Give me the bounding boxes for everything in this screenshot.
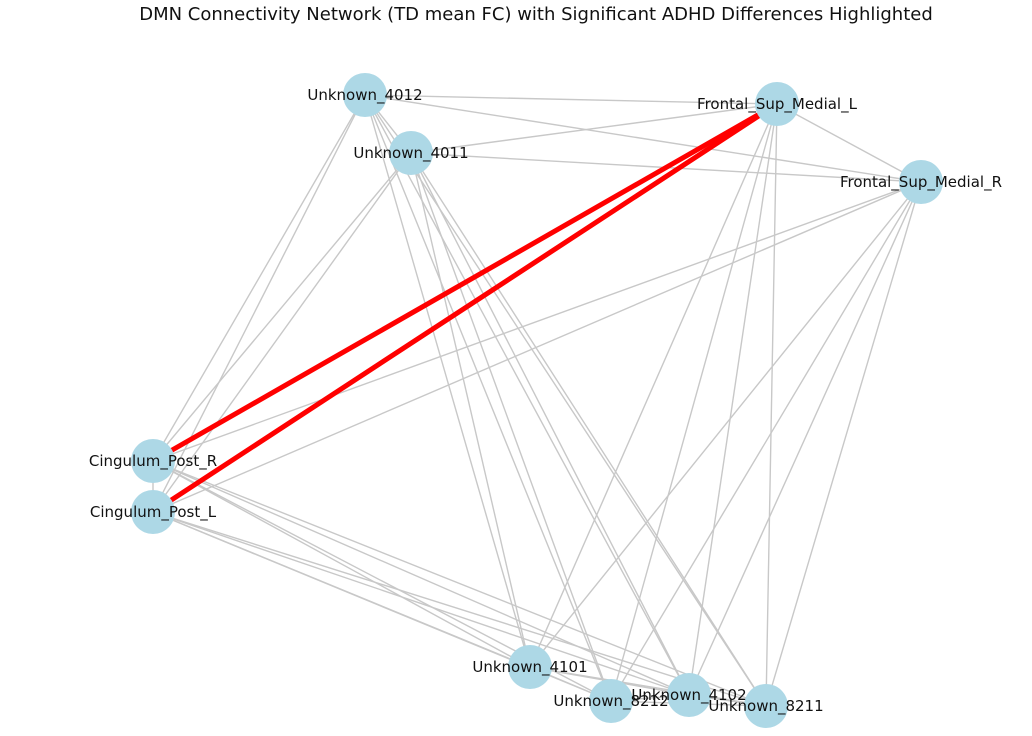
edge-Unknown_4011-Cingulum_Post_R	[152, 152, 412, 462]
edge-Frontal_Sup_Medial_R-Unknown_8211	[765, 181, 922, 707]
node-Unknown_4011	[389, 131, 433, 175]
edge-Cingulum_Post_R-Unknown_8211	[152, 460, 767, 707]
node-Unknown_4102	[667, 673, 711, 717]
edge-Unknown_4011-Frontal_Sup_Medial_L	[410, 103, 778, 154]
nodes-group	[131, 73, 943, 728]
node-Cingulum_Post_R	[131, 439, 175, 483]
figure-title: DMN Connectivity Network (TD mean FC) wi…	[139, 4, 933, 25]
edge-Unknown_4012-Unknown_4102	[364, 94, 690, 696]
edge-Frontal_Sup_Medial_L-Unknown_4102	[688, 103, 778, 696]
edge-Unknown_4011-Cingulum_Post_L	[152, 152, 412, 513]
node-Unknown_4101	[508, 645, 552, 689]
edge-Unknown_4012-Cingulum_Post_R	[152, 94, 366, 462]
edge-Frontal_Sup_Medial_R-Unknown_4101	[529, 181, 922, 668]
node-label-Unknown_8212: Unknown_8212	[553, 692, 668, 711]
node-label-Unknown_4012: Unknown_4012	[307, 86, 422, 105]
edge-Frontal_Sup_Medial_R-Unknown_8212	[610, 181, 922, 702]
edge-Frontal_Sup_Medial_R-Cingulum_Post_R	[152, 181, 922, 462]
edges-significant-group	[150, 101, 780, 515]
labels-group: Unknown_4012 Unknown_4011 Frontal_Sup_Medi…	[89, 86, 1002, 716]
edge-Frontal_Sup_Medial_L-Unknown_8212	[610, 103, 778, 702]
edge-Frontal_Sup_Medial_R-Cingulum_Post_L	[152, 181, 922, 513]
edges-normal-group	[152, 94, 922, 707]
edge-Frontal_Sup_Medial_L-Unknown_8211	[765, 103, 778, 707]
edge-Cingulum_Post_L-Unknown_8211	[152, 511, 767, 707]
significant-edge-Frontal_Sup_Medial_L-Cingulum_Post_L	[150, 101, 780, 515]
edge-Unknown_4012-Unknown_4101	[364, 94, 531, 668]
edge-Unknown_4011-Unknown_8211	[410, 152, 767, 707]
node-label-Cingulum_Post_L: Cingulum_Post_L	[90, 503, 217, 522]
node-label-Unknown_4101: Unknown_4101	[472, 658, 587, 677]
edge-Unknown_4011-Unknown_8212	[410, 152, 612, 702]
node-label-Unknown_4011: Unknown_4011	[353, 144, 468, 163]
significant-edge-Frontal_Sup_Medial_L-Cingulum_Post_R	[150, 101, 780, 464]
edge-Unknown_4011-Unknown_4101	[410, 152, 531, 668]
node-label-Unknown_4102: Unknown_4102	[631, 686, 746, 705]
node-Unknown_8211	[744, 684, 788, 728]
edge-Unknown_4012-Frontal_Sup_Medial_L	[364, 94, 778, 105]
node-label-Frontal_Sup_Medial_L: Frontal_Sup_Medial_L	[697, 95, 858, 114]
edge-Unknown_4101-Unknown_8211	[529, 666, 767, 707]
edge-Unknown_4012-Frontal_Sup_Medial_R	[364, 94, 922, 183]
edge-Frontal_Sup_Medial_L-Frontal_Sup_Medial_R	[776, 103, 922, 183]
edge-Frontal_Sup_Medial_R-Unknown_4102	[688, 181, 922, 696]
edge-Unknown_4012-Unknown_8212	[364, 94, 612, 702]
node-Unknown_4012	[343, 73, 387, 117]
node-Cingulum_Post_L	[131, 490, 175, 534]
edge-Cingulum_Post_L-Unknown_4102	[152, 511, 690, 696]
node-label-Unknown_8211: Unknown_8211	[708, 697, 823, 716]
node-Frontal_Sup_Medial_R	[899, 160, 943, 204]
edge-Unknown_4011-Unknown_4102	[410, 152, 690, 696]
edge-Unknown_4012-Unknown_8211	[364, 94, 767, 707]
edge-Frontal_Sup_Medial_L-Unknown_4101	[529, 103, 778, 668]
node-Unknown_8212	[589, 679, 633, 723]
edge-Cingulum_Post_R-Unknown_4101	[152, 460, 531, 668]
node-Frontal_Sup_Medial_L	[755, 82, 799, 126]
edge-Cingulum_Post_R-Unknown_4102	[152, 460, 690, 696]
node-label-Frontal_Sup_Medial_R: Frontal_Sup_Medial_R	[840, 173, 1002, 192]
node-label-Cingulum_Post_R: Cingulum_Post_R	[89, 452, 217, 471]
